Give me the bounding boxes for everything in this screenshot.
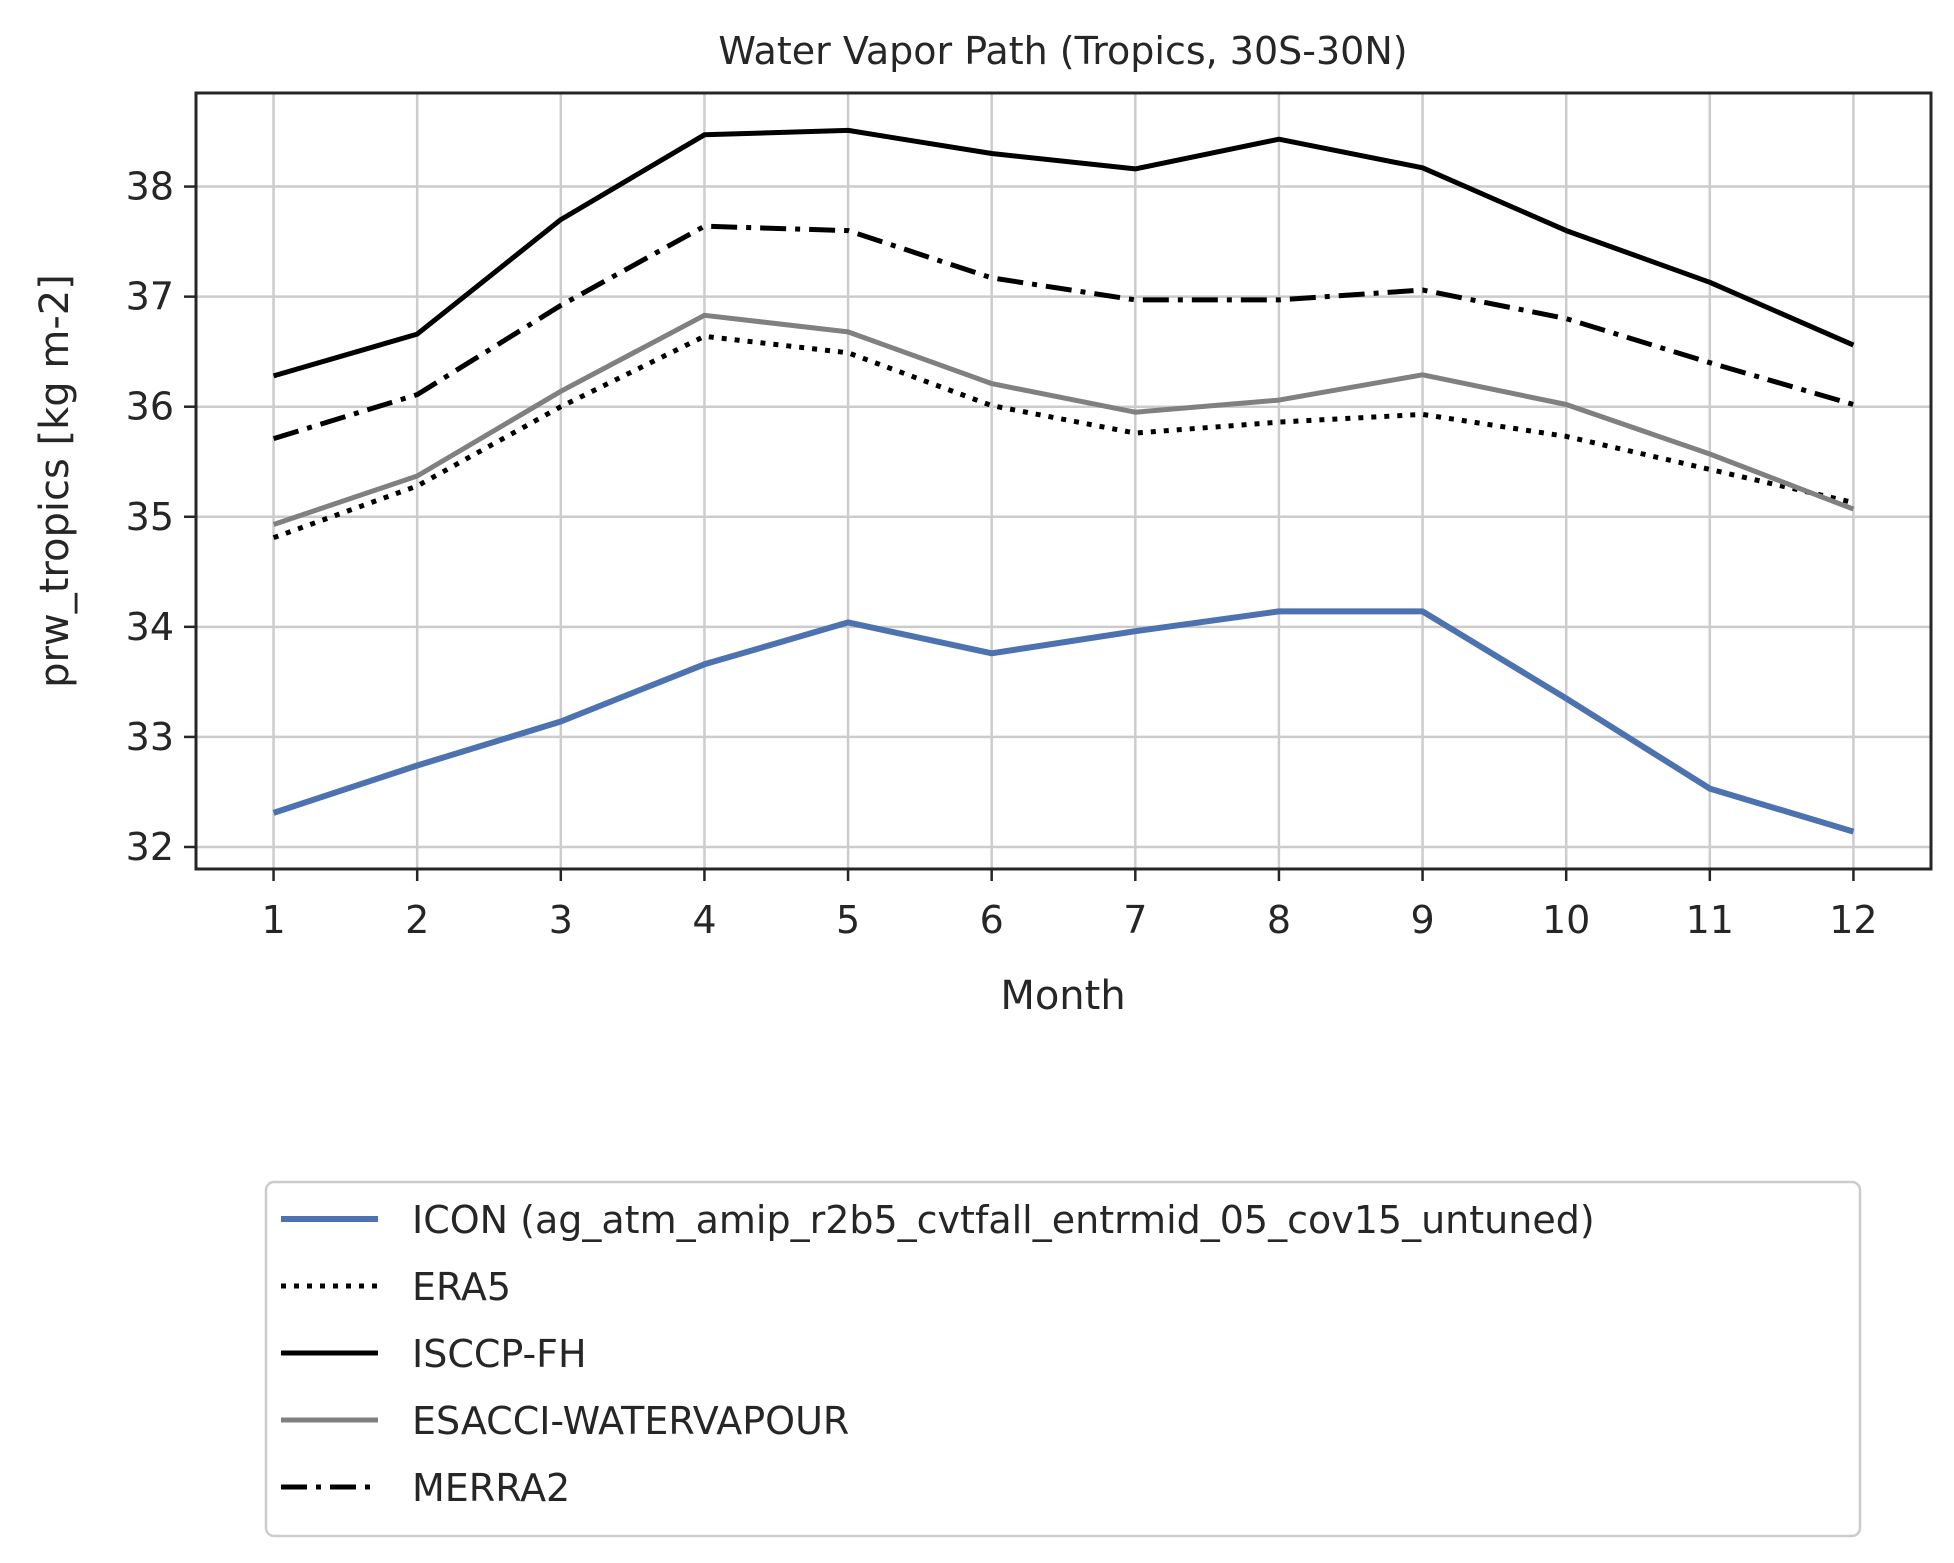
x-tick-label: 8 (1267, 898, 1291, 942)
y-tick-label: 33 (126, 715, 174, 759)
series-line-0 (272, 608, 1855, 835)
y-tick-label: 36 (126, 385, 174, 429)
legend-label-4: MERRA2 (412, 1466, 570, 1510)
x-tick-label: 9 (1410, 898, 1434, 942)
legend-label-2: ISCCP-FH (412, 1332, 587, 1376)
series-line-2 (272, 127, 1855, 379)
x-tick-label: 3 (549, 898, 573, 942)
legend-label-0: ICON (ag_atm_amip_r2b5_cvtfall_entrmid_0… (412, 1198, 1595, 1242)
y-axis: 32 33 34 35 36 37 38 (126, 165, 196, 869)
y-tick-label: 38 (126, 165, 174, 209)
series-line-4 (272, 223, 1855, 441)
legend: ICON (ag_atm_amip_r2b5_cvtfall_entrmid_0… (264, 1180, 1862, 1538)
series-line-1 (272, 333, 1854, 541)
y-tick-label: 37 (126, 275, 174, 319)
y-tick-label: 35 (126, 495, 174, 539)
legend-frame (264, 1180, 1862, 1538)
x-tick-label: 6 (980, 898, 1004, 942)
series-layer (272, 127, 1855, 835)
series-line-3 (272, 312, 1855, 527)
x-tick-label: 2 (405, 898, 429, 942)
legend-entries: ICON (ag_atm_amip_r2b5_cvtfall_entrmid_0… (281, 1198, 1595, 1510)
y-axis-label: prw_tropics [kg m-2] (32, 274, 78, 688)
legend-label-3: ESACCI-WATERVAPOUR (412, 1399, 849, 1443)
x-tick-label: 1 (261, 898, 285, 942)
chart-title: Water Vapor Path (Tropics, 30S-30N) (718, 29, 1407, 73)
x-tick-label: 10 (1542, 898, 1590, 942)
y-tick-label: 32 (126, 825, 174, 869)
x-axis-label: Month (1000, 973, 1125, 1019)
x-tick-label: 7 (1123, 898, 1147, 942)
x-axis: 1 2 3 4 5 6 7 8 9 10 11 12 (261, 869, 1878, 942)
x-tick-label: 12 (1829, 898, 1877, 942)
legend-label-1: ERA5 (412, 1265, 511, 1309)
x-tick-label: 4 (692, 898, 716, 942)
x-tick-label: 5 (836, 898, 860, 942)
x-tick-label: 11 (1686, 898, 1734, 942)
plot-frame (194, 91, 1933, 871)
y-tick-label: 34 (126, 605, 174, 649)
